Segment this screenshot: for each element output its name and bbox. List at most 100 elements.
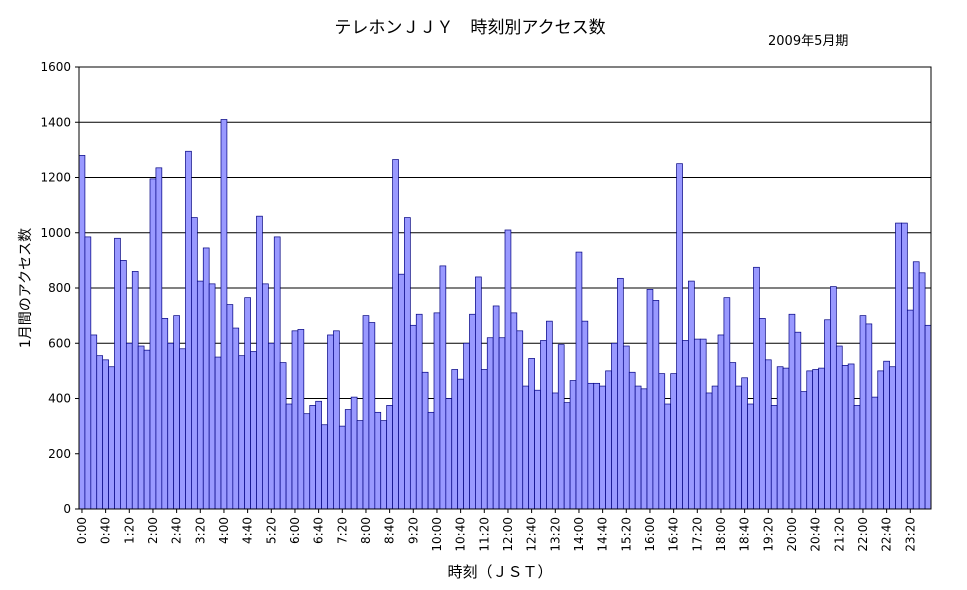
bar: [256, 215, 263, 510]
x-tick-label: 4:40: [241, 517, 255, 544]
bar: [723, 297, 731, 510]
bar: [605, 370, 612, 510]
bar: [889, 366, 896, 510]
bar: [652, 300, 660, 510]
bar: [664, 403, 672, 510]
bar: [421, 371, 429, 510]
bar: [812, 369, 819, 510]
bar: [238, 355, 246, 510]
bar: [528, 358, 535, 510]
bar: [267, 342, 275, 510]
x-axis-ticks: 0:00 0:40 1:20 2:00 2:40 3:20 4:00 4:40 5:20 6:00…: [75, 509, 917, 552]
bar: [173, 315, 180, 510]
bar: [883, 360, 890, 510]
bar: [232, 327, 240, 510]
bar: [475, 276, 482, 510]
y-tick-label: 400: [48, 392, 71, 406]
bar: [546, 320, 553, 510]
x-tick-label: 20:00: [785, 517, 799, 552]
x-tick-label: 18:00: [714, 517, 728, 552]
x-tick-label: 6:00: [288, 517, 302, 544]
bar: [90, 334, 98, 510]
bar: [155, 167, 163, 510]
bar: [250, 351, 257, 510]
bar: [214, 356, 222, 510]
bar: [451, 369, 459, 510]
x-tick-label: 10:00: [430, 517, 444, 552]
bar: [120, 260, 127, 510]
x-tick-label: 0:40: [99, 517, 113, 544]
bar: [682, 340, 689, 510]
bar: [806, 370, 814, 510]
bar: [226, 304, 234, 510]
bar: [688, 280, 695, 510]
bar: [362, 315, 370, 510]
bar: [640, 388, 648, 510]
x-tick-label: 15:20: [619, 517, 633, 552]
y-axis-title: 1月間のアクセス数: [18, 228, 34, 348]
bar: [747, 403, 754, 510]
bar: [830, 286, 837, 510]
bar: [540, 340, 547, 510]
bar: [273, 236, 281, 510]
x-tick-label: 8:40: [383, 517, 397, 544]
bar: [575, 251, 583, 510]
bar: [309, 405, 317, 510]
bar: [705, 392, 713, 510]
bar: [824, 319, 831, 510]
x-tick-label: 6:40: [312, 517, 326, 544]
bar: [551, 392, 559, 510]
bar: [463, 342, 470, 510]
y-tick-label: 1200: [40, 171, 71, 185]
bar: [327, 334, 334, 510]
chart-title: テレホンＪＪＹ 時刻別アクセス数: [334, 18, 605, 38]
bar: [711, 385, 719, 510]
x-tick-label: 12:00: [501, 517, 515, 552]
bar: [847, 363, 855, 510]
bar: [800, 391, 808, 510]
x-tick-label: 9:20: [406, 517, 420, 544]
bar: [753, 266, 760, 510]
bar: [912, 261, 920, 510]
x-tick-label: 20:40: [809, 517, 823, 552]
x-tick-label: 12:40: [525, 517, 539, 552]
y-axis-ticks: 0 200 400 600 800 1000 1200 1400 1600: [40, 60, 79, 516]
bar: [865, 323, 873, 510]
bar: [480, 369, 488, 510]
bar: [788, 313, 796, 510]
bar: [776, 366, 784, 510]
bar: [557, 344, 565, 510]
bar: [445, 398, 453, 510]
bar: [510, 312, 518, 510]
bar: [427, 411, 435, 510]
x-tick-label: 1:20: [122, 517, 136, 544]
bar-series: [78, 119, 932, 510]
bar: [859, 315, 867, 510]
x-tick-label: 16:40: [667, 517, 681, 552]
bar: [782, 367, 790, 510]
bar: [321, 424, 328, 510]
bar: [185, 150, 192, 510]
bar: [179, 348, 186, 510]
bar: [735, 385, 743, 510]
bar: [486, 337, 494, 510]
x-tick-label: 0:00: [75, 517, 89, 544]
bar: [699, 338, 707, 510]
x-tick-label: 21:20: [832, 517, 846, 552]
bar: [108, 366, 115, 510]
x-tick-label: 16:00: [643, 517, 657, 552]
bar: [297, 329, 305, 510]
bar: [622, 345, 630, 510]
y-tick-label: 1400: [40, 115, 71, 129]
y-tick-label: 1000: [40, 226, 71, 240]
bar: [670, 373, 677, 510]
bar: [398, 273, 405, 510]
bar: [279, 362, 287, 510]
bar: [658, 373, 666, 510]
bar: [906, 309, 914, 510]
bar: [333, 330, 340, 510]
bar: [516, 330, 524, 510]
x-tick-label: 5:20: [264, 517, 278, 544]
x-tick-label: 7:20: [335, 517, 349, 544]
bar: [131, 271, 139, 510]
